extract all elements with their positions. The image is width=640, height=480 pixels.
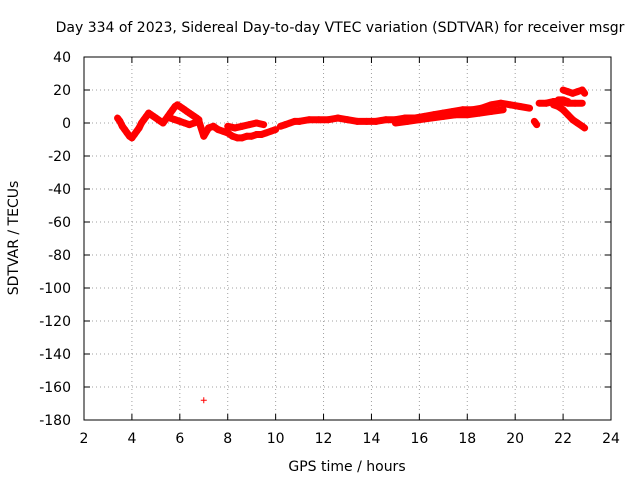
y-tick-label: -120 [39,314,71,330]
x-tick-label: 4 [127,431,136,447]
y-tick-label: -100 [39,281,71,297]
chart-title: Day 334 of 2023, Sidereal Day-to-day VTE… [56,20,625,36]
data-point [428,115,435,122]
y-tick-label: -160 [39,380,71,396]
y-tick-label: 20 [53,83,71,99]
x-tick-label: 2 [80,431,89,447]
data-point [560,106,567,113]
x-axis: 2 4 6 8 10 12 14 16 18 20 22 24 [80,57,620,447]
data-point [334,115,341,122]
data-point [464,111,471,118]
data-point [344,116,351,123]
y-tick-label: -20 [48,149,71,165]
y-tick-label: -40 [48,182,71,198]
data-point [536,100,543,107]
data-point [210,123,217,130]
data-point [306,116,313,123]
grid [84,57,611,420]
data-point [224,123,231,130]
data-point [507,101,514,108]
x-tick-label: 10 [267,431,285,447]
data-point [533,121,540,128]
data-point [564,111,571,118]
data-point [581,90,588,97]
data-point [526,105,533,112]
y-tick-label: -180 [39,413,71,429]
data-point [488,108,495,115]
data-point [260,121,267,128]
data-point [581,124,588,131]
data-point [416,116,423,123]
y-tick-label: 0 [62,116,71,132]
data-point [363,118,370,125]
data-point [231,124,238,131]
data-point [404,118,411,125]
data-point [516,103,523,110]
data-point [488,101,495,108]
data-point [373,118,380,125]
data-point [224,129,231,136]
x-tick-label: 18 [458,431,476,447]
data-point [272,126,279,133]
data-point [555,103,562,110]
x-tick-label: 22 [554,431,572,447]
y-tick-label: 40 [53,50,71,66]
data-point [560,96,567,103]
data-point [531,118,538,125]
x-tick-label: 24 [602,431,620,447]
y-tick-label: -80 [48,248,71,264]
data-point [543,100,550,107]
data-point [572,100,579,107]
data-point [476,110,483,117]
data-point [569,116,576,123]
data-point [200,133,207,140]
data-point [136,124,143,131]
data-point [579,87,586,93]
data-point [325,116,332,123]
data-point [579,100,586,107]
data-point [497,100,504,107]
data-point [246,121,253,128]
x-tick-label: 6 [175,431,184,447]
data-point [382,116,389,123]
x-tick-label: 12 [315,431,333,447]
y-tick-label: -140 [39,347,71,363]
y-axis: 40 20 0 -20 -40 -60 -80 -100 -120 -140 -160 -180 [39,50,611,429]
data-point [392,120,399,126]
data-point [564,98,571,105]
data-series [114,86,589,404]
data-point [574,120,581,126]
data-point [440,113,447,120]
data-point [452,111,459,118]
x-axis-label: GPS time / hours [288,459,405,475]
data-point [354,118,361,125]
data-point [267,128,274,135]
y-axis-label: SDTVAR / TECUs [6,181,22,296]
data-point [315,116,322,123]
data-point [500,106,507,113]
x-tick-label: 14 [363,431,381,447]
data-point [253,120,260,126]
y-tick-label: -60 [48,215,71,231]
x-tick-label: 20 [506,431,524,447]
data-point [195,118,202,125]
data-point [116,118,123,125]
data-point [296,118,303,125]
plot-area-border [83,56,612,421]
x-tick-label: 8 [223,431,232,447]
data-point [239,123,246,130]
data-point [200,397,207,404]
x-tick-label: 16 [410,431,428,447]
